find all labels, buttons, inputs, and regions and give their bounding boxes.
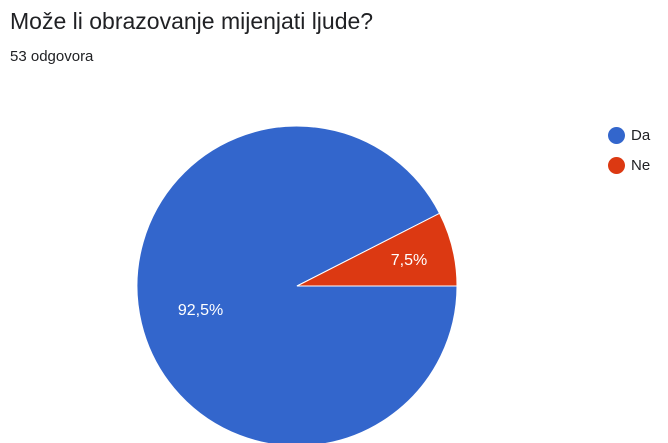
pie-slice-da[interactable] (136, 125, 458, 443)
pie-labels: 92,5% 7,5% (178, 252, 427, 319)
pie-slices (136, 125, 458, 443)
legend-label-da: Da (631, 127, 651, 144)
response-count: 53 odgovora (10, 48, 94, 65)
legend-label-ne: Ne (631, 157, 651, 174)
slice-label-ne: 7,5% (391, 252, 427, 269)
legend-swatch-ne (608, 157, 625, 174)
question-title: Može li obrazovanje mijenjati ljude? (10, 8, 374, 34)
slice-label-da: 92,5% (178, 302, 223, 319)
pie-slice-ne[interactable] (296, 212, 458, 287)
legend-swatch-da (608, 127, 625, 144)
